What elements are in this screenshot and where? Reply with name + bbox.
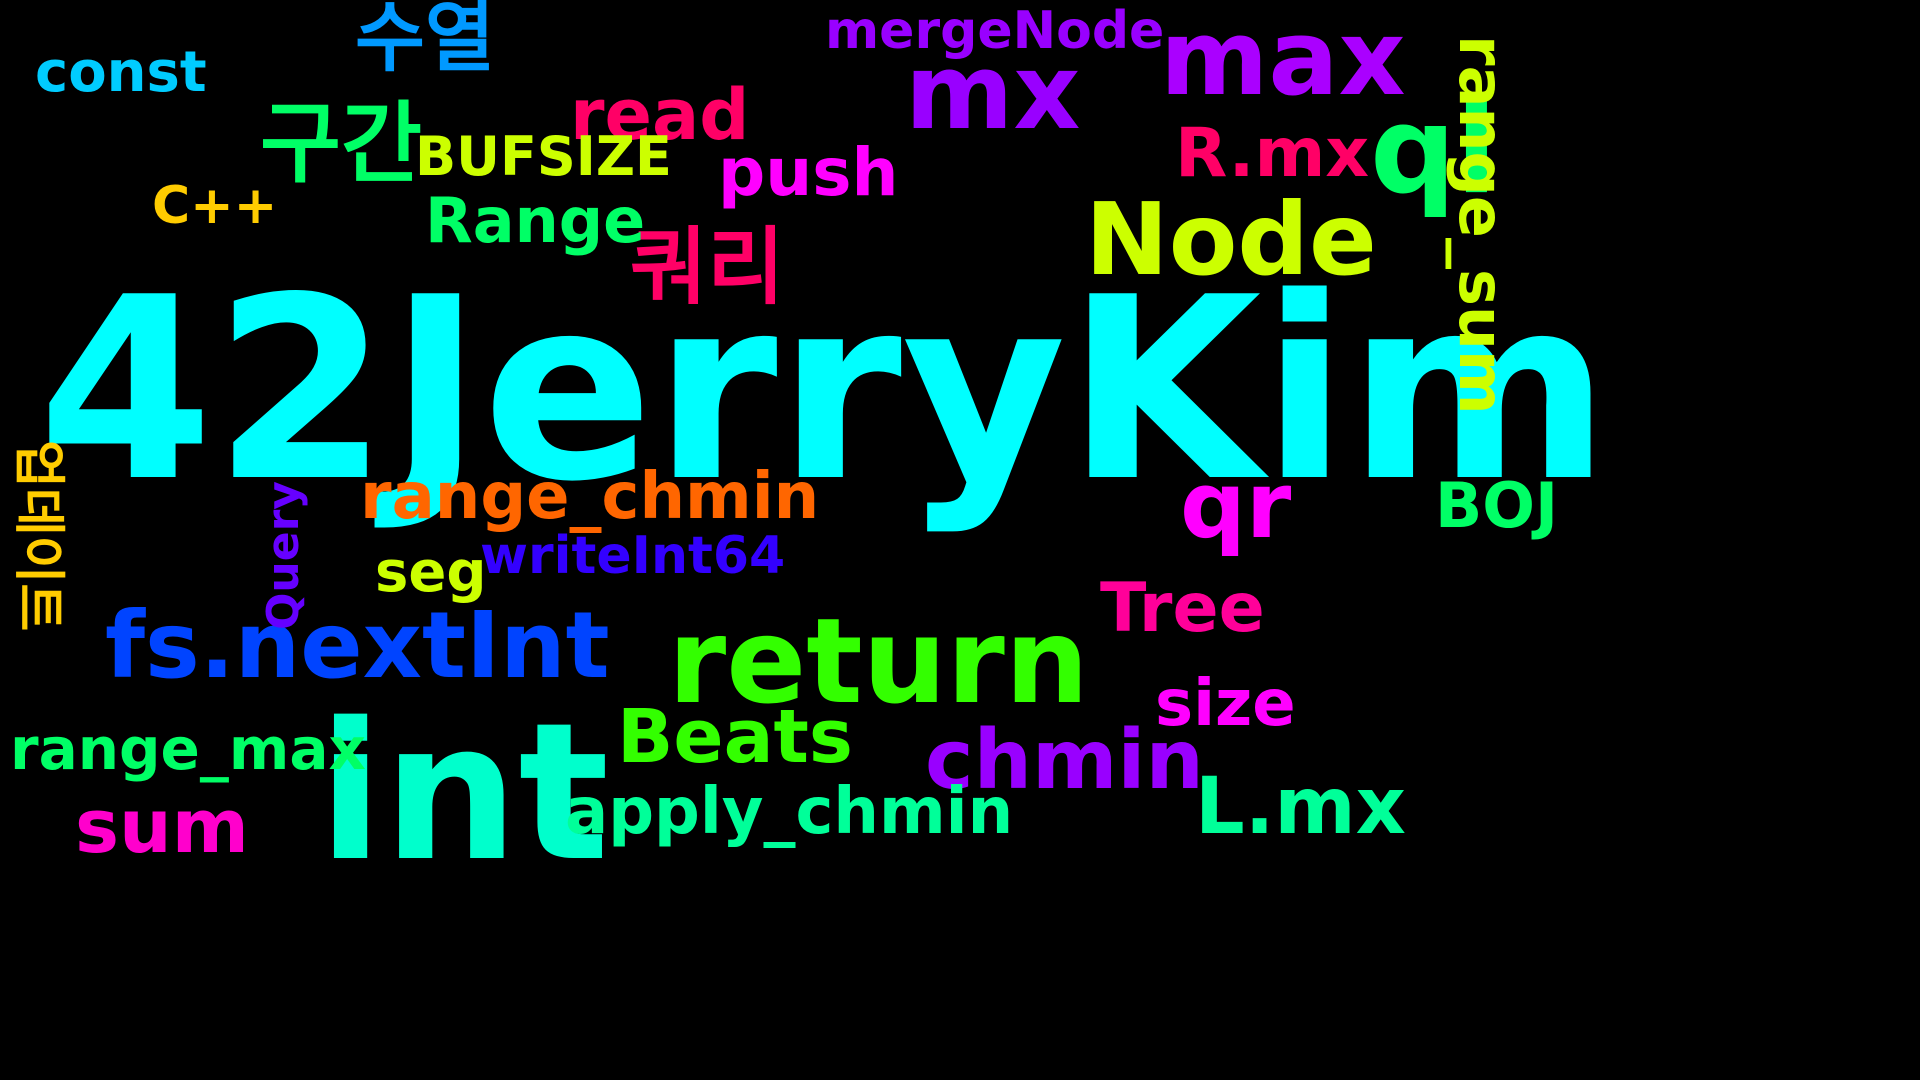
- word-fs-nextint: fs.nextInt: [105, 592, 610, 699]
- word-tree: Tree: [1100, 569, 1265, 648]
- word-mx: mx: [905, 31, 1081, 153]
- word-ql: ql: [1370, 82, 1498, 221]
- word-range-sum: range_sum: [1445, 35, 1518, 415]
- word-apply-chmin: apply_chmin: [565, 775, 1014, 849]
- word-sequence-ko: 수열: [355, 0, 495, 82]
- word-size: size: [1155, 667, 1296, 741]
- word-node: Node: [1085, 181, 1377, 298]
- word-chmin: chmin: [925, 713, 1204, 808]
- word-range-chmin: range_chmin: [360, 460, 820, 534]
- word-read: read: [570, 74, 750, 156]
- word-r-mx: R.mx: [1175, 114, 1370, 193]
- word-bufsize: BUFSIZE: [415, 125, 672, 188]
- word-max: max: [1160, 0, 1406, 119]
- word-seg: seg: [375, 540, 487, 605]
- word-42jerrykim: 42JerryKim: [38, 244, 1611, 537]
- word-cpp: C++: [152, 176, 278, 236]
- word-update-ko: 업데이트: [8, 440, 68, 632]
- word-push: push: [718, 134, 899, 211]
- word-boj: BOJ: [1435, 469, 1559, 542]
- word-return: return: [668, 592, 1089, 730]
- word-query-ko: 쿼리: [630, 218, 785, 316]
- word-query: Query: [258, 481, 309, 630]
- word-range-max: range_max: [10, 715, 366, 783]
- word-sum: sum: [75, 784, 249, 870]
- word-int: int: [318, 682, 610, 903]
- word-l-mx: L.mx: [1195, 762, 1406, 852]
- word-section: 구간: [260, 92, 422, 195]
- word-beats: Beats: [617, 694, 853, 780]
- word-qr: qr: [1180, 452, 1292, 559]
- word-range: Range: [425, 184, 646, 257]
- word-writeint64: writeInt64: [480, 526, 786, 586]
- word-mergenode: mergeNode: [825, 1, 1165, 61]
- word-const: const: [35, 40, 207, 105]
